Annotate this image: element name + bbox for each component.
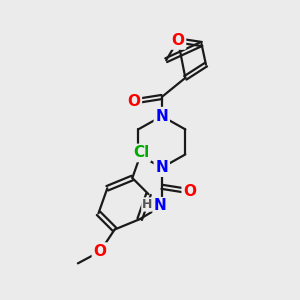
Text: Cl: Cl — [133, 146, 149, 160]
Text: O: O — [127, 94, 140, 109]
Text: N: N — [155, 109, 168, 124]
Text: O: O — [93, 244, 106, 259]
Text: N: N — [155, 160, 168, 175]
Text: N: N — [154, 198, 167, 213]
Text: O: O — [172, 33, 184, 48]
Text: H: H — [142, 198, 152, 211]
Text: O: O — [183, 184, 196, 199]
